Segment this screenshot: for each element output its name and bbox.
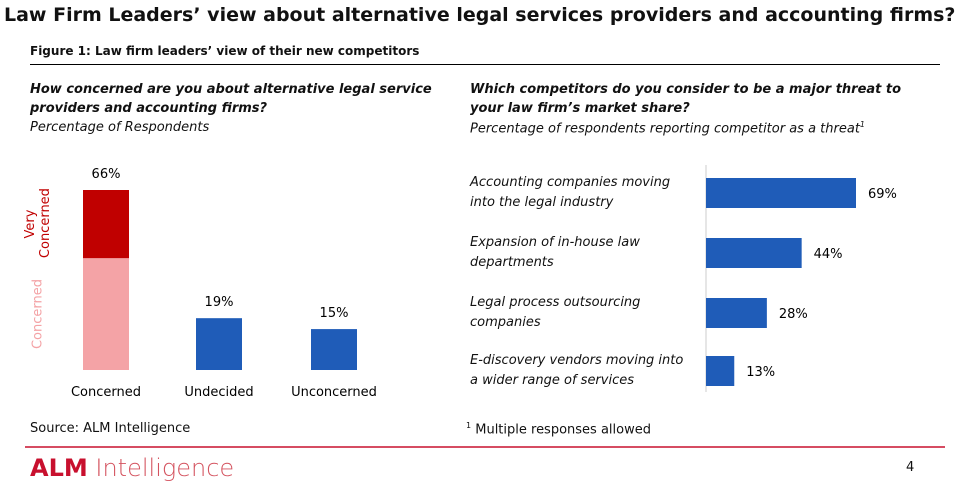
bar [706, 178, 856, 208]
bar-segment [83, 190, 129, 259]
x-tick-label: Unconcerned [291, 385, 377, 400]
right-subtitle: Percentage of respondents reporting comp… [470, 120, 865, 136]
right-question: Which competitors do you consider to be … [470, 82, 902, 116]
footnote-text: Multiple responses allowed [475, 422, 651, 438]
bar [706, 238, 802, 268]
bar [311, 329, 357, 370]
value-label: 15% [320, 306, 349, 321]
category-label: Accounting companies moving into the leg… [470, 175, 671, 210]
footnote: 1 Multiple responses allowed [466, 421, 651, 437]
category-label: Expansion of in-house law departments [470, 235, 640, 270]
logo-brand: ALM [30, 454, 88, 481]
bar-segment [83, 258, 129, 370]
slide-title: Law Firm Leaders’ view about alternative… [4, 4, 956, 26]
subtitle-text: Percentage of respondents reporting comp… [470, 121, 860, 137]
bar [196, 318, 242, 370]
left-subtitle: Percentage of Respondents [30, 120, 210, 135]
value-label: 69% [868, 187, 897, 202]
value-label: 66% [92, 167, 121, 182]
figure-label: Figure 1: Law firm leaders’ view of thei… [30, 44, 420, 58]
left-question: How concerned are you about alternative … [30, 82, 432, 116]
value-label: 19% [205, 295, 234, 310]
page-number: 4 [906, 460, 915, 475]
footnote-marker: 1 [466, 421, 472, 430]
footnote-marker: 1 [859, 120, 866, 129]
bar [706, 298, 767, 328]
value-label: 44% [814, 247, 843, 262]
x-tick-label: Undecided [184, 385, 253, 400]
logo: ALM Intelligence [30, 454, 234, 481]
category-label: Legal process outsourcing companies [470, 295, 641, 330]
bar [706, 356, 735, 386]
value-label: 13% [746, 365, 775, 380]
x-tick-label: Concerned [71, 385, 141, 400]
logo-name: Intelligence [95, 454, 235, 481]
divider [30, 64, 940, 65]
segment-label: Concerned [30, 279, 46, 350]
value-label: 28% [779, 307, 808, 322]
source: Source: ALM Intelligence [30, 421, 191, 436]
segment-label: Very Concerned [23, 188, 53, 259]
category-label: E-discovery vendors moving into a wider … [470, 353, 684, 388]
